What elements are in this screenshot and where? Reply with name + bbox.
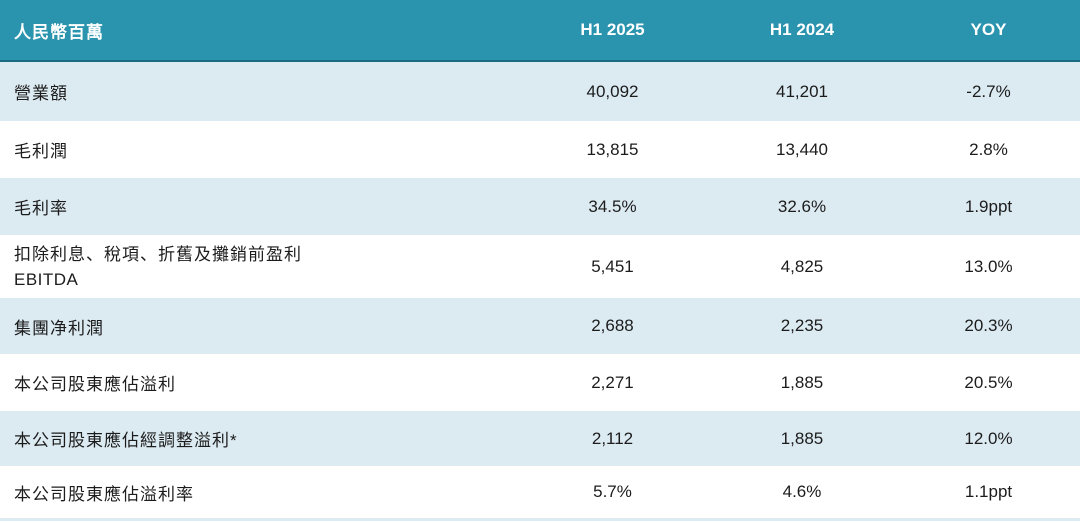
value-h1-2024: 2,235 [780,316,824,335]
column-header-yoy: YOY [970,20,1007,39]
table-row-revenue: 營業額 40,092 41,201 -2.7% [0,62,1080,121]
value-h1-2025: 5.7% [593,482,632,501]
row-label: 營業額 [14,84,68,103]
table-row-group-net-profit: 集團净利潤 2,688 2,235 20.3% [0,298,1080,354]
value-h1-2025: 2,271 [591,372,634,392]
row-label: 毛利率 [14,199,68,218]
value-yoy: 20.3% [964,316,1013,335]
value-h1-2025: 34.5% [588,196,637,216]
value-h1-2025: 2,112 [591,428,634,448]
row-label-line2: EBITDA [14,269,79,289]
value-h1-2024: 13,440 [776,139,828,159]
value-h1-2025: 13,815 [586,139,639,159]
row-label: 本公司股東應佔經調整溢利* [14,431,238,450]
table-row-ebitda: 扣除利息、稅項、折舊及攤銷前盈利 EBITDA 5,451 4,825 13.0… [0,235,1080,298]
value-yoy: 1.1ppt [964,482,1013,501]
table-row-adjusted-profit-attributable: 本公司股東應佔經調整溢利* 2,112 1,885 12.0% [0,411,1080,466]
value-yoy: 2.8% [969,139,1008,159]
row-label: 集團净利潤 [14,318,104,338]
row-label: 毛利潤 [14,142,68,161]
value-h1-2025: 5,451 [591,256,634,276]
table-header-row: 人民幣百萬 H1 2025 H1 2024 YOY [0,0,1080,62]
value-h1-2024: 4,825 [780,256,824,276]
value-yoy: 13.0% [964,256,1013,276]
value-h1-2025: 40,092 [586,81,639,101]
row-label: 本公司股東應佔溢利 [14,375,176,394]
column-header-unit: 人民幣百萬 [14,22,104,42]
row-label: 扣除利息、稅項、折舊及攤銷前盈利 EBITDA [0,242,518,292]
value-h1-2024: 4.6% [782,482,822,501]
table-row-gross-profit: 毛利潤 13,815 13,440 2.8% [0,121,1080,178]
value-yoy: 20.5% [964,372,1013,392]
value-h1-2024: 41,201 [776,81,828,101]
table-row-gross-margin: 毛利率 34.5% 32.6% 1.9ppt [0,178,1080,235]
value-h1-2024: 1,885 [780,372,824,392]
row-label-line1: 扣除利息、稅項、折舊及攤銷前盈利 [14,244,302,264]
column-header-h1-2025: H1 2025 [580,20,645,39]
column-header-h1-2024: H1 2024 [769,20,835,39]
value-h1-2024: 1,885 [780,428,824,448]
value-yoy: -2.7% [966,81,1011,101]
value-h1-2024: 32.6% [777,196,827,216]
table-row-profit-attributable: 本公司股東應佔溢利 2,271 1,885 20.5% [0,354,1080,411]
value-yoy: 1.9ppt [964,196,1013,216]
value-yoy: 12.0% [964,428,1013,448]
row-label: 本公司股東應佔溢利率 [14,484,194,504]
cut-off-next-row-sliver [0,518,1080,521]
table-row-profit-margin-attributable: 本公司股東應佔溢利率 5.7% 4.6% 1.1ppt [0,466,1080,518]
table-body: 營業額 40,092 41,201 -2.7% 毛利潤 13,815 13,44… [0,62,1080,523]
value-h1-2025: 2,688 [591,316,634,335]
